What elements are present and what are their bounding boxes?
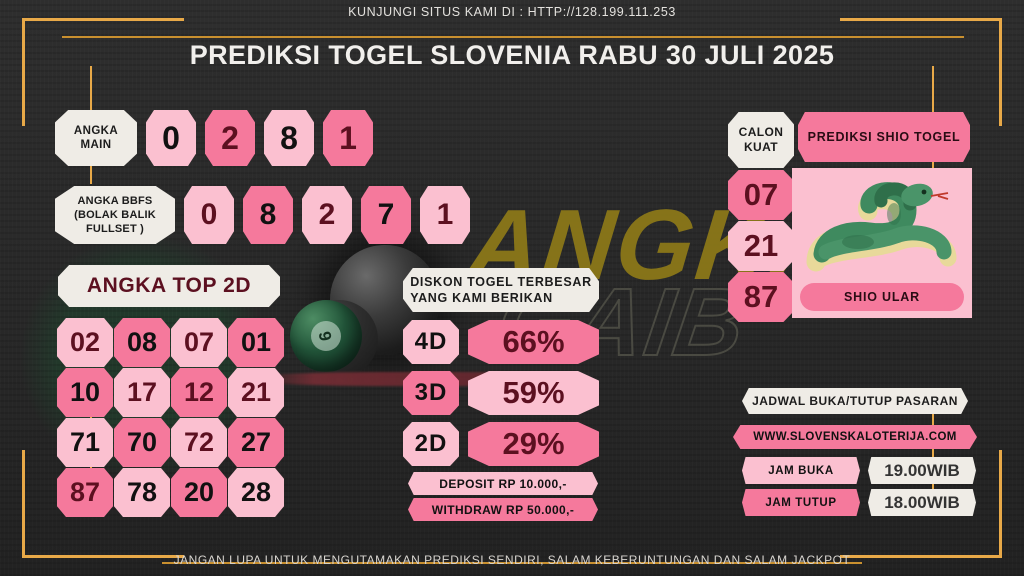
diskon-title-line1: DISKON TOGEL TERBESAR	[410, 275, 592, 289]
schedule-key: JAM BUKA	[742, 457, 860, 484]
top2d-cell: 71	[57, 418, 113, 467]
footer-divider	[162, 562, 862, 564]
angka-main-digit: 8	[264, 110, 314, 166]
angka-bbfs-label-line1: ANGKA BBFS	[77, 195, 153, 207]
schedule-title: JADWAL BUKA/TUTUP PASARAN	[742, 388, 968, 414]
top2d-cell: 78	[114, 468, 170, 517]
diskon-key: 4D	[403, 320, 459, 364]
angka-bbfs-digit: 0	[184, 186, 234, 244]
top2d-cell: 02	[57, 318, 113, 367]
top2d-cell: 10	[57, 368, 113, 417]
angka-bbfs-label: ANGKA BBFS (BOLAK BALIK FULLSET )	[55, 186, 175, 244]
angka-bbfs-digit: 2	[302, 186, 352, 244]
angka-main-label-line1: ANGKA	[73, 125, 119, 137]
deposit-row: DEPOSIT RP 10.000,-	[408, 472, 598, 495]
header-divider	[62, 36, 964, 38]
frame-corner-top-right	[840, 18, 1002, 126]
angka-top-2d-grid: 02 08 07 01 10 17 12 21 71 70 72 27 87 7…	[57, 318, 284, 517]
angka-main-digit: 0	[146, 110, 196, 166]
angka-bbfs-digit: 1	[420, 186, 470, 244]
billiard-ball-number: 6	[290, 300, 362, 372]
diskon-value: 29%	[468, 422, 599, 466]
calon-kuat-number: 07	[728, 170, 794, 220]
angka-bbfs-label-line2: (BOLAK BALIK	[74, 209, 156, 221]
top2d-cell: 28	[228, 468, 284, 517]
angka-bbfs-row: ANGKA BBFS (BOLAK BALIK FULLSET ) 0 8 2 …	[55, 186, 470, 244]
footer-note: JANGAN LUPA UNTUK MENGUTAMAKAN PREDIKSI …	[173, 553, 851, 567]
diskon-row: 2D 29%	[403, 422, 599, 466]
top2d-cell: 20	[171, 468, 227, 517]
diskon-value: 66%	[468, 320, 599, 364]
diskon-value: 59%	[468, 371, 599, 415]
calon-kuat-label-line2: KUAT	[743, 140, 779, 154]
diskon-title: DISKON TOGEL TERBESAR YANG KAMI BERIKAN	[403, 268, 599, 312]
frame-inner-bottom-right	[814, 392, 934, 510]
top2d-cell: 27	[228, 418, 284, 467]
angka-main-digit: 2	[205, 110, 255, 166]
diskon-key: 2D	[403, 422, 459, 466]
calon-kuat-label: CALON KUAT	[728, 112, 794, 168]
top2d-cell: 21	[228, 368, 284, 417]
frame-corner-top-left	[22, 18, 184, 126]
shio-name: SHIO ULAR	[800, 283, 964, 311]
schedule-value: 19.00WIB	[868, 457, 976, 484]
top2d-cell: 01	[228, 318, 284, 367]
top2d-cell: 07	[171, 318, 227, 367]
calon-kuat-number: 21	[728, 221, 794, 271]
calon-kuat-number: 87	[728, 272, 794, 322]
schedule-value: 18.00WIB	[868, 489, 976, 516]
angka-bbfs-digit: 7	[361, 186, 411, 244]
diskon-row: 4D 66%	[403, 320, 599, 364]
calon-kuat-label-line1: CALON	[738, 125, 784, 139]
schedule-row: JAM BUKA 19.00WIB	[742, 457, 976, 484]
diskon-key: 3D	[403, 371, 459, 415]
top2d-cell: 72	[171, 418, 227, 467]
shio-heading: PREDIKSI SHIO TOGEL	[798, 112, 970, 162]
frame-corner-bottom-right	[840, 450, 1002, 558]
calon-kuat-numbers: 07 21 87	[728, 170, 794, 322]
frame-corner-bottom-left	[22, 450, 184, 558]
top2d-cell: 17	[114, 368, 170, 417]
angka-bbfs-label-line3: FULLSET )	[85, 223, 144, 235]
angka-bbfs-digit: 8	[243, 186, 293, 244]
top2d-cell: 12	[171, 368, 227, 417]
billiard-ball-number-label: 6	[308, 318, 344, 354]
angka-main-digit: 1	[323, 110, 373, 166]
top2d-cell: 08	[114, 318, 170, 367]
angka-main-label: ANGKA MAIN	[55, 110, 137, 166]
schedule-site: WWW.SLOVENSKALOTERIJA.COM	[733, 425, 977, 449]
diskon-row: 3D 59%	[403, 371, 599, 415]
schedule-row: JAM TUTUP 18.00WIB	[742, 489, 976, 516]
page-title: PREDIKSI TOGEL SLOVENIA RABU 30 JULI 202…	[189, 40, 835, 70]
angka-main-row: ANGKA MAIN 0 2 8 1	[55, 110, 373, 166]
withdraw-row: WITHDRAW RP 50.000,-	[408, 498, 598, 521]
angka-main-label-line2: MAIN	[80, 139, 112, 151]
schedule-key: JAM TUTUP	[742, 489, 860, 516]
site-url-text: KUNJUNGI SITUS KAMI DI : HTTP://128.199.…	[348, 5, 676, 19]
top2d-cell: 70	[114, 418, 170, 467]
top2d-cell: 87	[57, 468, 113, 517]
diskon-title-line2: YANG KAMI BERIKAN	[410, 291, 553, 305]
snake-icon	[806, 182, 957, 272]
angka-top-2d-title: ANGKA TOP 2D	[58, 265, 280, 307]
